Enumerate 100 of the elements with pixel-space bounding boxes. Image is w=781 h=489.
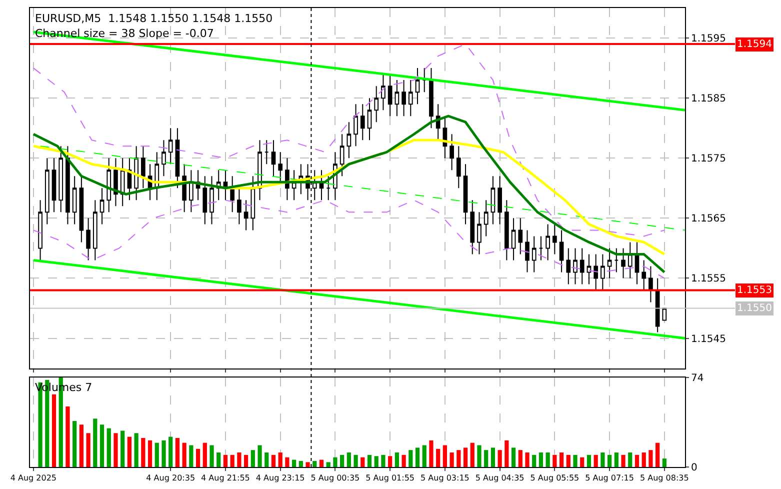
ref-line-label: 1.1550 (737, 303, 772, 314)
bar (127, 436, 132, 467)
bar (436, 448, 440, 467)
bar (463, 448, 468, 467)
chart-title: EURUSD,M5 1.1548 1.1550 1.1548 1.1550 (35, 12, 273, 25)
bar (319, 460, 324, 467)
x-tick-label: 5 Aug 05:55 (530, 474, 580, 483)
bar (106, 428, 111, 467)
candlestick (120, 158, 125, 207)
bar (196, 448, 200, 467)
candlestick (114, 158, 118, 207)
line-series (32, 200, 665, 279)
bar (223, 454, 228, 467)
bar (326, 462, 330, 467)
candlestick (600, 254, 605, 291)
bar (594, 454, 598, 467)
bar (628, 452, 632, 467)
candlestick (52, 158, 56, 213)
bar (552, 454, 557, 467)
bar (586, 454, 592, 467)
candlestick (580, 248, 584, 285)
bar (162, 440, 166, 467)
bar (388, 456, 392, 467)
x-tick-label: 5 Aug 04:35 (475, 474, 524, 483)
bar (79, 424, 84, 467)
candlestick (394, 80, 400, 117)
bar (230, 454, 234, 467)
candlestick (511, 218, 516, 261)
bar (518, 450, 522, 467)
ref-line-label: 1.1553 (737, 285, 772, 296)
bar (559, 452, 564, 467)
candlestick (79, 176, 84, 243)
bar (608, 454, 612, 467)
bar (408, 450, 413, 467)
y-tick-label: 1.1555 (691, 274, 726, 285)
bar (306, 462, 310, 467)
bar (470, 442, 474, 467)
candlestick (340, 134, 344, 177)
bar (642, 452, 646, 467)
bar (168, 436, 173, 467)
y-tick-label: 1.1595 (691, 34, 726, 45)
bar (532, 454, 536, 467)
candlestick (210, 176, 214, 225)
y-tick-label: 1.1575 (691, 154, 726, 165)
candlestick (38, 200, 42, 261)
candlestick (463, 164, 468, 225)
candlestick (100, 188, 104, 225)
bar (422, 445, 426, 467)
line-series (32, 114, 666, 274)
candlestick (662, 308, 667, 321)
bar (648, 450, 653, 467)
candlestick (573, 248, 578, 285)
bar (114, 433, 118, 467)
candlestick (202, 176, 208, 225)
x-tick-label: 4 Aug 2025 (10, 474, 57, 483)
bar (573, 454, 578, 467)
bar (621, 454, 626, 467)
bar (504, 440, 509, 467)
candlestick (614, 248, 619, 273)
candlestick (559, 230, 564, 273)
candlestick (140, 146, 146, 189)
bar (202, 442, 207, 467)
bar (244, 454, 248, 467)
candlestick (250, 176, 256, 231)
candlestick (402, 80, 406, 117)
candlestick (106, 158, 112, 213)
candlestick (244, 200, 248, 231)
candlestick (381, 74, 386, 111)
candlestick (134, 146, 138, 201)
candlestick (586, 254, 592, 285)
candlestick (566, 248, 571, 285)
x-tick-label: 4 Aug 23:15 (256, 474, 305, 483)
candlestick (388, 74, 392, 117)
y-tick-label: 0 (691, 462, 698, 474)
bar (450, 452, 454, 467)
bar (415, 448, 420, 467)
candlestick (230, 176, 235, 213)
candlestick (278, 152, 283, 183)
candlestick (546, 224, 550, 261)
bar (278, 452, 282, 467)
candlestick (66, 146, 70, 225)
bar (216, 452, 221, 467)
bar (546, 452, 550, 467)
bar (634, 454, 640, 467)
bar (429, 440, 434, 467)
candlestick (360, 104, 365, 141)
bar (381, 454, 386, 467)
bar (538, 452, 544, 467)
bar (394, 452, 399, 467)
candlestick (525, 230, 530, 273)
bar (175, 438, 180, 467)
bar (52, 394, 56, 467)
candlestick (285, 158, 290, 201)
bar (66, 406, 70, 467)
candlestick (408, 80, 413, 117)
bar (141, 438, 146, 467)
candlestick (271, 140, 276, 177)
candlestick (532, 236, 536, 273)
bar (484, 450, 488, 467)
bar (264, 452, 269, 467)
